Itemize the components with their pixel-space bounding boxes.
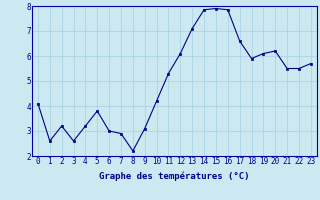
X-axis label: Graphe des températures (°C): Graphe des températures (°C) (99, 171, 250, 181)
